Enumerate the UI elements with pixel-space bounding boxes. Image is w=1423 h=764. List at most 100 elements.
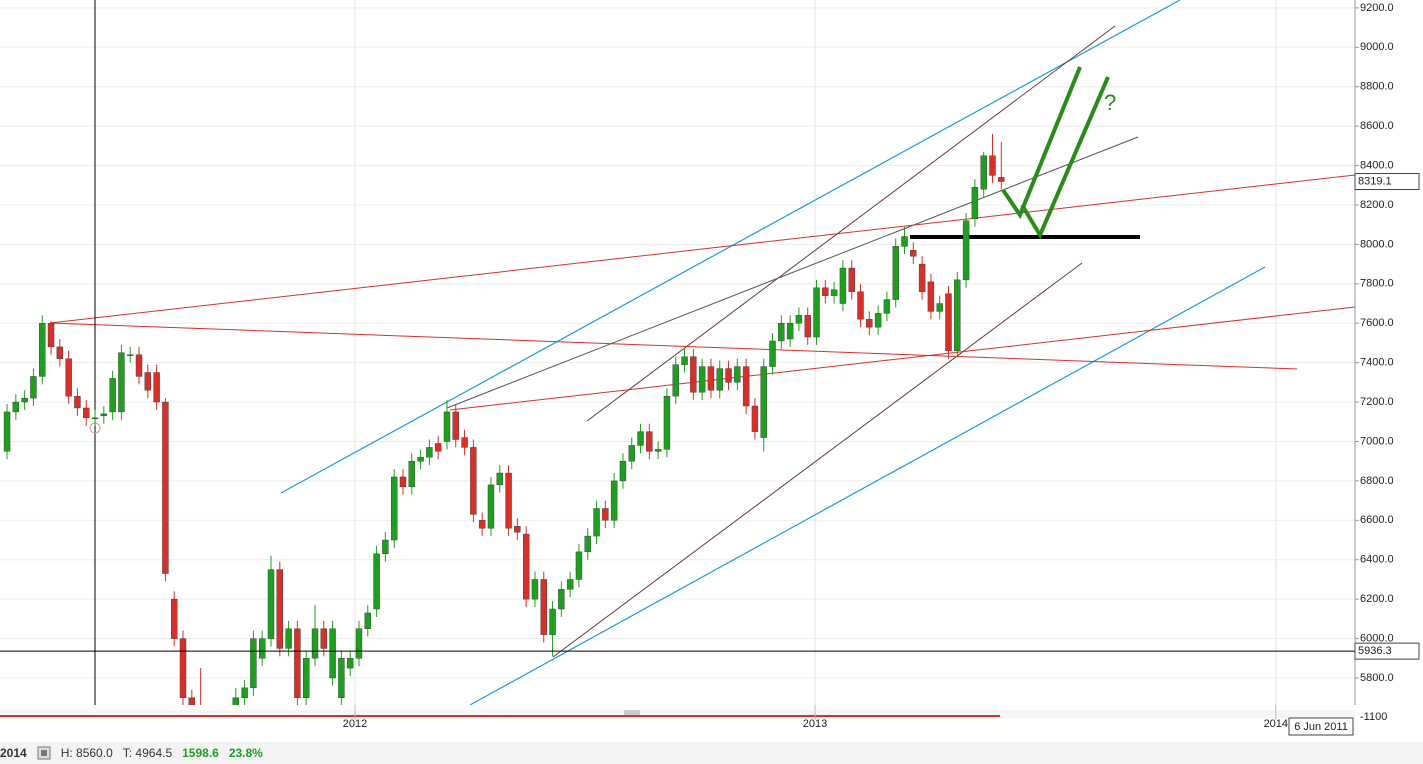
candle-body: [778, 323, 785, 342]
candle-body: [866, 319, 873, 328]
candle-body: [839, 267, 847, 304]
y-tick-label: 8400.0: [1360, 159, 1394, 171]
y-tick-label: 6000.0: [1360, 632, 1394, 644]
candle-body: [690, 356, 697, 393]
candle-body: [514, 526, 521, 533]
candle-body: [971, 187, 979, 219]
candle-body: [179, 638, 187, 698]
status-high: H: 8560.0: [60, 746, 113, 760]
candle-body: [637, 431, 644, 446]
candle-body: [144, 372, 152, 391]
candle-body: [813, 287, 820, 338]
candle-body: [12, 401, 20, 413]
candle-body: [593, 508, 600, 537]
status-icon[interactable]: [37, 746, 51, 760]
candle-body: [408, 460, 415, 488]
trend-line: [469, 266, 1266, 706]
candle-body: [918, 263, 926, 292]
candle-body: [241, 687, 248, 698]
chart: ? -1100 2012 2013 2014 6 Jun 2011 5800.0 60…: [0, 0, 1420, 742]
axis-corner-label: -1100: [1360, 711, 1387, 723]
candle-body: [549, 608, 556, 635]
trend-line: [446, 136, 1139, 409]
trend-line: [552, 262, 1083, 658]
candle-body: [575, 551, 583, 580]
candle-body: [945, 293, 952, 352]
y-tick-label: 9000.0: [1360, 41, 1394, 53]
candle-body: [619, 460, 627, 482]
candle-body: [302, 658, 310, 698]
candle-body: [118, 352, 125, 413]
candle-body: [558, 589, 565, 610]
y-tick-label: 8000.0: [1360, 238, 1394, 250]
candle-body: [452, 411, 459, 440]
candle-body: [320, 628, 327, 649]
candle-body: [998, 177, 1005, 182]
candle-body: [962, 220, 970, 281]
candle-body: [566, 579, 574, 590]
candle-body: [390, 476, 398, 541]
candle-body: [927, 281, 935, 312]
candle-body: [443, 411, 451, 442]
candle-body: [830, 289, 838, 296]
candle-body: [74, 395, 81, 409]
candle-body: [127, 354, 134, 356]
candle-body: [382, 539, 389, 555]
candle-body: [584, 535, 591, 553]
candle-body: [47, 323, 55, 348]
y-tick-label: 8600.0: [1360, 120, 1394, 132]
candle-body: [355, 628, 363, 659]
y-tick-label: 7400.0: [1360, 357, 1394, 369]
candle-body: [751, 405, 759, 432]
crosshair-date-box: [1288, 717, 1354, 736]
trend-line: [49, 174, 1356, 324]
last-price: 8319.1: [1358, 175, 1392, 187]
candle-body: [294, 628, 301, 698]
candle-body: [461, 437, 468, 448]
candle-body: [672, 364, 679, 397]
candle-body: [769, 340, 776, 367]
candle-body: [892, 246, 899, 300]
status-change: 1598.6: [182, 746, 219, 760]
candle-body: [980, 155, 987, 190]
candle-body: [346, 658, 354, 669]
candle-body: [426, 447, 433, 458]
candle-body: [135, 354, 143, 377]
candle-body: [338, 658, 345, 698]
trend-line: [586, 25, 1116, 422]
candle-body: [742, 366, 750, 407]
candle-body: [848, 267, 855, 292]
candle-body: [259, 638, 266, 659]
candle-body: [936, 303, 943, 312]
candle-body: [505, 472, 512, 529]
candle-body: [795, 315, 803, 324]
candle-body: [628, 445, 635, 462]
status-period: 2014: [0, 746, 27, 760]
candle-body: [734, 366, 741, 383]
candle-body: [822, 287, 829, 296]
candle-body: [470, 447, 477, 515]
y-tick-label: 6800.0: [1360, 475, 1394, 487]
y-tick-label: 5800.0: [1360, 672, 1394, 684]
y-tick-label: 7200.0: [1360, 396, 1394, 408]
candle-body: [373, 553, 380, 610]
candle-body: [417, 457, 424, 462]
candle-body: [399, 476, 407, 488]
x-tick-label: 2013: [803, 718, 827, 730]
scroll-handle[interactable]: [624, 710, 640, 715]
candle-body: [487, 484, 495, 529]
crosshair-date: 6 Jun 2011: [1294, 721, 1348, 733]
candle-body: [39, 323, 46, 377]
candle-body: [171, 598, 178, 639]
plot-area: [0, 0, 1355, 705]
scroll-strip: [0, 710, 1355, 718]
candle-body: [153, 372, 160, 403]
status-change-pct: 23.8%: [228, 746, 263, 760]
y-tick-label: 9200.0: [1360, 2, 1394, 14]
y-tick-label: 6400.0: [1360, 554, 1394, 566]
last-price-box: [1354, 173, 1420, 191]
candle-body: [3, 411, 11, 452]
candle-body: [91, 417, 99, 420]
projection-arrow: [1001, 66, 1082, 220]
candle-body: [910, 250, 917, 257]
